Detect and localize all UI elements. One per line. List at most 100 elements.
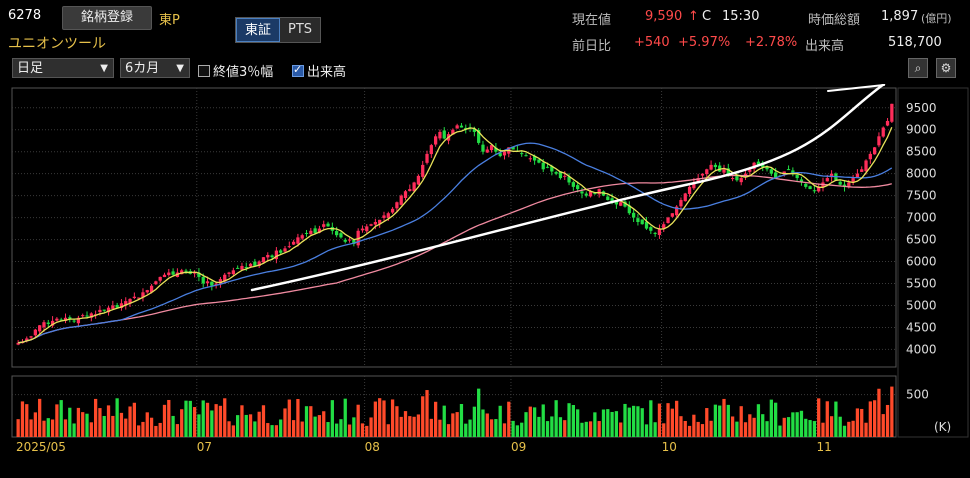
candle-body (885, 120, 890, 126)
candle-body (782, 171, 786, 175)
candle-body (162, 274, 167, 278)
volume-bar (679, 416, 683, 437)
magnifier-icon[interactable]: ⌕ (908, 58, 928, 78)
volume-bar (631, 405, 636, 437)
candle-body (860, 169, 864, 172)
gear-icon[interactable]: ⚙ (936, 58, 956, 78)
volume-bar (683, 420, 687, 437)
volume-bar (421, 396, 425, 437)
volume-bar (580, 422, 584, 437)
volume-bar (29, 419, 33, 437)
volume-bar (537, 416, 541, 437)
candle-body (98, 309, 102, 313)
candle-body (365, 226, 369, 232)
candle-body (593, 193, 597, 195)
candle-body (666, 217, 670, 223)
candle-body (261, 257, 266, 263)
price-tick-label: 9000 (906, 123, 937, 137)
volume-bar (627, 407, 631, 437)
candle-body (687, 186, 692, 194)
candle-body (421, 164, 425, 177)
candle-body (416, 175, 421, 185)
candle-body (726, 168, 730, 176)
volume-bar (576, 409, 580, 437)
candle-body (442, 130, 446, 139)
candle-body (838, 181, 842, 185)
close-3pct-checkbox[interactable]: 終値3％幅 (198, 61, 273, 80)
candle-body (649, 227, 653, 231)
volume-bar (236, 415, 240, 437)
volume-bar (477, 388, 481, 437)
candle-body (786, 169, 791, 171)
volume-bar (102, 415, 106, 437)
range-select[interactable]: 6カ月 ▼ (120, 58, 190, 78)
candle-body (718, 165, 722, 172)
volume-bar (192, 407, 197, 437)
register-button[interactable]: 銘柄登録 (62, 6, 152, 30)
volume-bar (619, 422, 623, 437)
volume-bar (270, 425, 274, 437)
volume-bar (412, 416, 416, 437)
candle-body (85, 315, 89, 317)
volume-bar (709, 420, 713, 437)
volume-bar (735, 421, 739, 437)
tab-pts[interactable]: PTS (280, 18, 321, 42)
checkbox-checked-icon[interactable] (292, 63, 304, 77)
volume-bar (713, 404, 718, 437)
volume-bar (851, 420, 855, 437)
volume-bar (158, 422, 162, 437)
volume-bar (59, 400, 63, 437)
market-label: 東P (159, 13, 180, 28)
candle-body (184, 270, 188, 272)
candle-body (597, 189, 601, 195)
volume-bar (317, 415, 322, 437)
volume-bar (55, 404, 59, 437)
volume-bar (494, 419, 498, 437)
candle-body (59, 319, 63, 321)
candle-body (248, 263, 253, 267)
volume-bar (614, 411, 619, 437)
volume-checkbox[interactable]: 出来高 (292, 61, 346, 80)
candle-body (739, 178, 743, 183)
candle-body (102, 309, 106, 311)
candle-body (799, 179, 804, 183)
period-select[interactable]: 日足 ▼ (12, 58, 114, 78)
volume-bar (167, 399, 171, 437)
volume-tick-label: 500 (906, 388, 929, 402)
hand-drawn-trendline-tail (827, 84, 885, 92)
change-percent: +5.97% (678, 35, 731, 50)
volume-bar (459, 404, 464, 437)
candle-body (279, 250, 283, 253)
price-tick-label: 7500 (906, 189, 937, 203)
volume-bar (502, 423, 507, 437)
volume-bar (485, 413, 489, 437)
candle-body (378, 219, 382, 224)
candle-body (55, 318, 59, 321)
axis-labels: 9500900085008000750070006500600055005000… (16, 101, 951, 454)
volume-bar (817, 398, 821, 437)
volume-bar (558, 417, 563, 437)
candle-body (619, 202, 623, 206)
tab-tosho[interactable]: 東証 (236, 18, 281, 42)
candle-body (545, 166, 550, 168)
candle-body (631, 212, 636, 218)
volume-bar (597, 421, 601, 437)
candle-body (287, 246, 291, 248)
candle-body (670, 213, 674, 217)
price-up-arrow: ↑ (688, 9, 699, 24)
volume-bar (360, 423, 365, 437)
volume-bar (347, 424, 352, 437)
volume-bar (812, 421, 817, 437)
candle-body (489, 145, 494, 151)
candle-body (498, 153, 502, 157)
volume-bar (313, 416, 317, 437)
candle-body (296, 237, 300, 244)
volume-bar (390, 399, 395, 437)
volume-bar (205, 402, 210, 437)
candle-body (769, 169, 773, 174)
checkbox-unchecked-icon[interactable] (198, 64, 210, 77)
price-tick-label: 9500 (906, 101, 937, 115)
volume-bar (739, 406, 743, 437)
volume-bar (782, 417, 786, 437)
x-tick-label: 11 (817, 440, 832, 454)
